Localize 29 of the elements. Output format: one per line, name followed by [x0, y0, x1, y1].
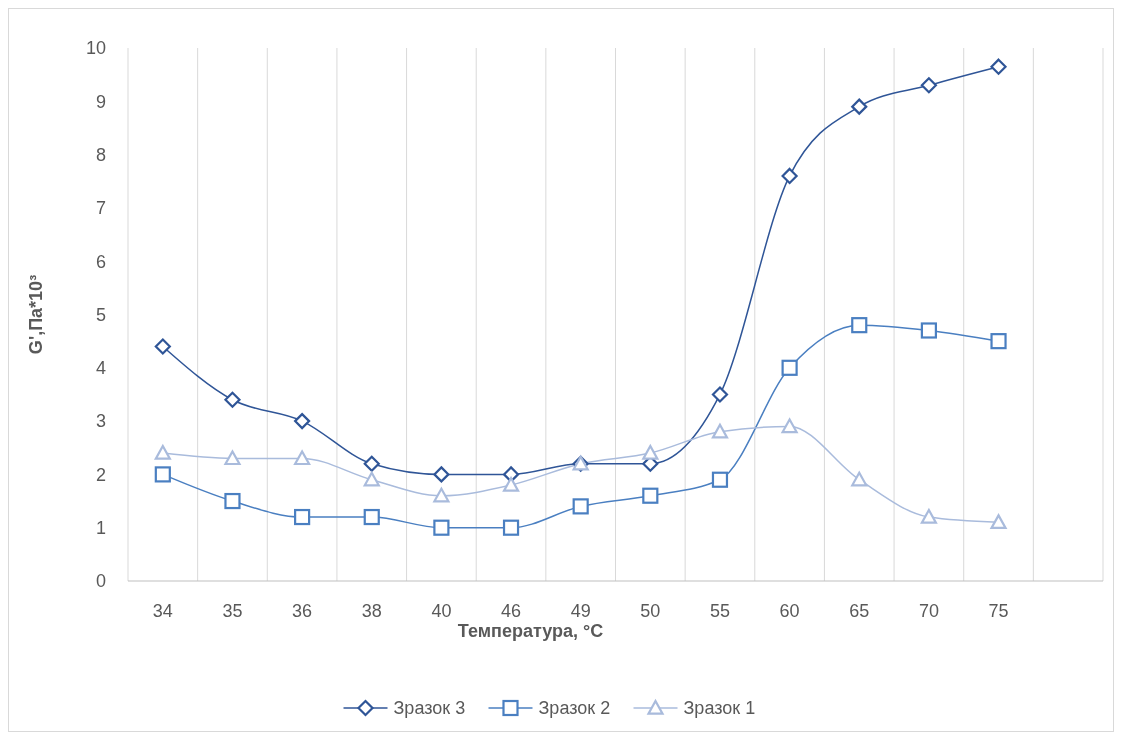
y-tick-label: 4: [95, 358, 106, 379]
y-tick-label: 7: [95, 198, 106, 219]
x-tick-label: 46: [501, 601, 522, 622]
x-tick-label: 49: [570, 601, 591, 622]
legend-label: Зразок 3: [393, 698, 466, 719]
y-tick-label: 1: [95, 518, 106, 538]
y-tick-label: 9: [95, 91, 106, 112]
x-tick-label: 34: [152, 601, 173, 622]
x-tick-label: 40: [431, 601, 452, 622]
x-axis-title: Температура, °C: [457, 621, 604, 641]
x-tick-label: 55: [709, 601, 730, 622]
x-tick-label: 60: [779, 601, 800, 622]
y-tick-label: 0: [95, 571, 106, 592]
y-tick-label: 3: [95, 411, 106, 432]
x-tick-label: 35: [222, 601, 243, 622]
x-tick-label: 50: [640, 601, 661, 622]
x-tick-label: 38: [361, 601, 382, 622]
y-tick-label: 2: [95, 464, 106, 485]
legend-label: Зразок 2: [538, 698, 611, 719]
x-tick-label: 36: [292, 601, 313, 622]
y-tick-label: 8: [95, 144, 106, 165]
x-tick-label: 70: [918, 601, 939, 622]
y-tick-label: 10: [85, 38, 106, 59]
x-tick-label: 75: [988, 601, 1009, 622]
y-tick-label: 5: [95, 304, 106, 325]
y-tick-label: 6: [95, 251, 106, 272]
y-axis-title: G',Па*10³: [26, 274, 46, 355]
legend-label: Зразок 1: [683, 698, 756, 719]
x-tick-label: 65: [849, 601, 870, 622]
